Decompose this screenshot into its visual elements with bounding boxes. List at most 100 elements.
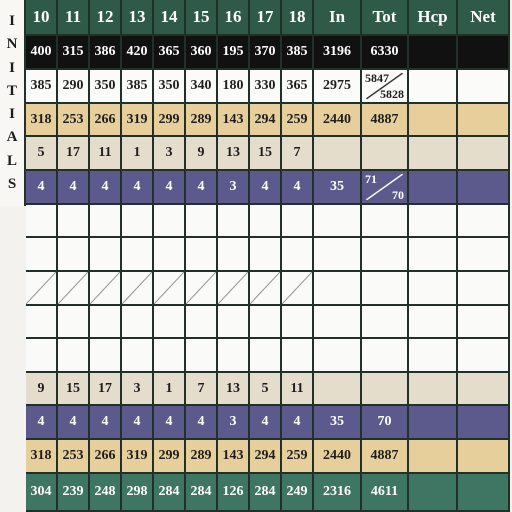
total-split-cell: 5847 5828: [362, 70, 409, 104]
score-cell[interactable]: [458, 70, 510, 104]
score-cell[interactable]: [458, 373, 510, 406]
score-cell[interactable]: [409, 171, 458, 205]
score-cell[interactable]: [409, 36, 458, 70]
score-cell[interactable]: [186, 238, 218, 272]
score-cell[interactable]: [122, 339, 154, 373]
score-cell[interactable]: [409, 474, 458, 512]
score-cell[interactable]: [154, 272, 186, 306]
score-cell: 143: [218, 104, 250, 137]
score-cell[interactable]: [154, 238, 186, 272]
score-cell[interactable]: [90, 205, 122, 238]
score-cell[interactable]: [154, 205, 186, 238]
score-cell[interactable]: [154, 339, 186, 373]
score-row: [26, 272, 512, 306]
score-cell[interactable]: [458, 205, 510, 238]
score-cell[interactable]: [314, 238, 362, 272]
score-cell[interactable]: [250, 238, 282, 272]
score-cell[interactable]: [26, 238, 58, 272]
score-cell[interactable]: [58, 339, 90, 373]
score-cell[interactable]: [90, 339, 122, 373]
score-cell[interactable]: [58, 306, 90, 339]
score-cell[interactable]: [314, 339, 362, 373]
score-cell: 126: [218, 474, 250, 512]
score-value: 143: [222, 111, 244, 127]
score-cell[interactable]: [458, 137, 510, 171]
score-cell[interactable]: [90, 238, 122, 272]
score-value: 4: [69, 414, 77, 429]
score-cell[interactable]: [282, 205, 314, 238]
score-cell: 4611: [362, 474, 409, 512]
score-cell[interactable]: [122, 205, 154, 238]
score-cell[interactable]: [458, 440, 510, 474]
score-cell[interactable]: [458, 339, 510, 373]
score-cell[interactable]: [282, 339, 314, 373]
score-value: 4: [37, 179, 45, 194]
score-cell[interactable]: [186, 205, 218, 238]
score-cell[interactable]: [90, 306, 122, 339]
score-cell[interactable]: [458, 171, 510, 205]
score-cell[interactable]: [26, 272, 58, 306]
score-cell[interactable]: [458, 272, 510, 306]
score-cell[interactable]: [362, 205, 409, 238]
score-cell[interactable]: [186, 339, 218, 373]
score-cell[interactable]: [458, 36, 510, 70]
score-cell[interactable]: [409, 339, 458, 373]
score-value: 294: [254, 111, 276, 127]
score-cell[interactable]: [218, 272, 250, 306]
score-cell[interactable]: [250, 339, 282, 373]
score-cell[interactable]: [458, 406, 510, 440]
score-cell[interactable]: [218, 238, 250, 272]
score-cell[interactable]: [409, 373, 458, 406]
score-cell: 5: [26, 137, 58, 171]
score-cell[interactable]: [409, 406, 458, 440]
score-cell[interactable]: [409, 440, 458, 474]
score-cell[interactable]: [90, 272, 122, 306]
score-cell[interactable]: [458, 474, 510, 512]
score-cell[interactable]: [458, 306, 510, 339]
score-value: 365: [286, 78, 308, 93]
score-cell[interactable]: [186, 306, 218, 339]
score-cell[interactable]: [409, 70, 458, 104]
score-cell[interactable]: [218, 205, 250, 238]
score-cell[interactable]: [122, 238, 154, 272]
score-cell[interactable]: [314, 205, 362, 238]
score-value: 253: [62, 448, 84, 463]
score-cell[interactable]: [409, 104, 458, 137]
score-cell: 4887: [362, 440, 409, 474]
score-cell[interactable]: [26, 339, 58, 373]
score-cell: 180: [218, 70, 250, 104]
column-header: 15: [186, 0, 218, 36]
score-cell[interactable]: [218, 339, 250, 373]
score-cell[interactable]: [314, 306, 362, 339]
score-cell[interactable]: [218, 306, 250, 339]
score-cell[interactable]: [362, 339, 409, 373]
score-cell[interactable]: [282, 238, 314, 272]
score-cell[interactable]: [409, 238, 458, 272]
score-cell[interactable]: [58, 205, 90, 238]
score-cell[interactable]: [58, 238, 90, 272]
score-cell[interactable]: [314, 272, 362, 306]
score-cell[interactable]: [26, 306, 58, 339]
score-cell[interactable]: [409, 306, 458, 339]
score-cell[interactable]: [58, 272, 90, 306]
score-cell[interactable]: [409, 137, 458, 171]
score-cell[interactable]: [250, 306, 282, 339]
score-cell[interactable]: [154, 306, 186, 339]
score-cell[interactable]: [409, 272, 458, 306]
score-cell[interactable]: [409, 205, 458, 238]
score-cell[interactable]: [250, 272, 282, 306]
score-cell[interactable]: [282, 306, 314, 339]
score-cell[interactable]: [282, 272, 314, 306]
score-cell[interactable]: [250, 205, 282, 238]
score-cell[interactable]: [362, 272, 409, 306]
score-cell[interactable]: [122, 306, 154, 339]
score-row: 318 253 266 319 299 289 143 294 259 2440 4887: [26, 104, 512, 137]
score-cell[interactable]: [186, 272, 218, 306]
score-cell[interactable]: [362, 306, 409, 339]
score-cell[interactable]: [458, 104, 510, 137]
score-cell: 318: [26, 104, 58, 137]
score-cell[interactable]: [26, 205, 58, 238]
score-cell[interactable]: [122, 272, 154, 306]
score-cell[interactable]: [362, 238, 409, 272]
score-cell[interactable]: [458, 238, 510, 272]
